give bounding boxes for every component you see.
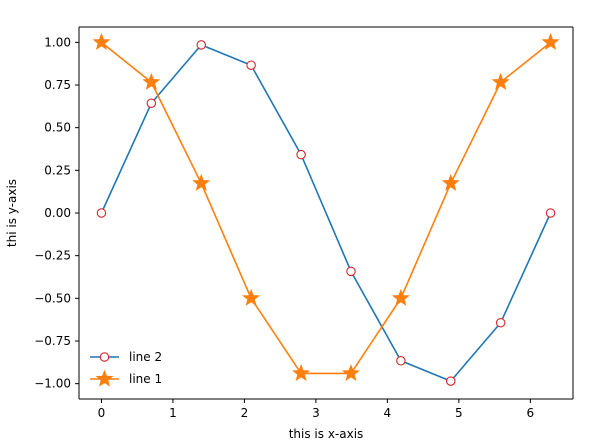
data-point-line-1-0 [92,32,111,50]
x-tick-label-1: 1 [169,406,177,420]
y-tick-label-6: 0.50 [44,121,71,135]
data-point-line-1-1 [142,72,161,90]
series-line-1 [92,32,560,382]
legend: line 2 line 1 [90,350,162,387]
legend-label-line-1: line 1 [129,372,162,386]
data-point-line-2-0 [96,208,107,218]
y-tick-label-0: −1.00 [34,377,71,391]
x-tick-label-5: 5 [455,406,463,420]
legend-marker-line-2 [99,352,110,362]
data-point-line-1-7 [441,173,460,191]
data-point-line-2-3 [246,60,256,70]
y-tick-label-3: −0.25 [34,249,71,263]
y-tick-label-7: 0.75 [44,78,71,92]
data-point-line-2-4 [296,149,306,160]
data-point-line-1-3 [242,288,261,306]
data-point-line-1-4 [292,364,311,382]
y-tick-label-1: −0.75 [34,334,71,348]
data-point-line-2-1 [146,98,157,109]
data-point-line-2-2 [196,40,206,50]
data-point-line-1-6 [391,288,410,306]
legend-item-line-2: line 2 [90,350,162,364]
ticks: 0 1 2 3 4 5 6 −1.00 −0.75 −0.50 −0.25 0.00 0.25 0.50 0… [34,35,534,420]
y-tick-label-8: 1.00 [44,35,71,49]
series-layer [92,32,560,386]
y-tick-label-2: −0.50 [34,291,71,305]
legend-label-line-2: line 2 [129,350,162,364]
data-point-line-1-9 [541,32,560,50]
data-point-line-1-5 [342,364,360,382]
y-tick-label-4: 0.00 [44,206,71,220]
legend-item-line-1: line 1 [90,369,162,387]
x-tick-label-6: 6 [527,406,535,420]
data-point-line-2-7 [446,376,456,386]
y-tick-label-5: 0.25 [44,163,71,177]
x-axis-label: this is x-axis [289,427,364,441]
x-tick-label-0: 0 [98,406,106,420]
data-point-line-2-5 [346,266,356,277]
series-line-line-1 [100,41,552,375]
y-axis-label: thi is y-axis [5,179,19,247]
series-line-2 [96,40,556,386]
series-line-line-2 [100,44,552,382]
legend-marker-line-1 [95,369,114,387]
axes [78,26,574,400]
data-point-line-2-6 [396,356,406,366]
data-point-line-1-2 [192,173,211,191]
x-tick-label-4: 4 [384,406,392,420]
data-point-line-1-8 [491,72,510,90]
x-tick-label-3: 3 [312,406,320,420]
x-tick-label-2: 2 [241,406,249,420]
data-point-line-2-9 [545,208,556,218]
data-point-line-2-8 [495,317,506,328]
